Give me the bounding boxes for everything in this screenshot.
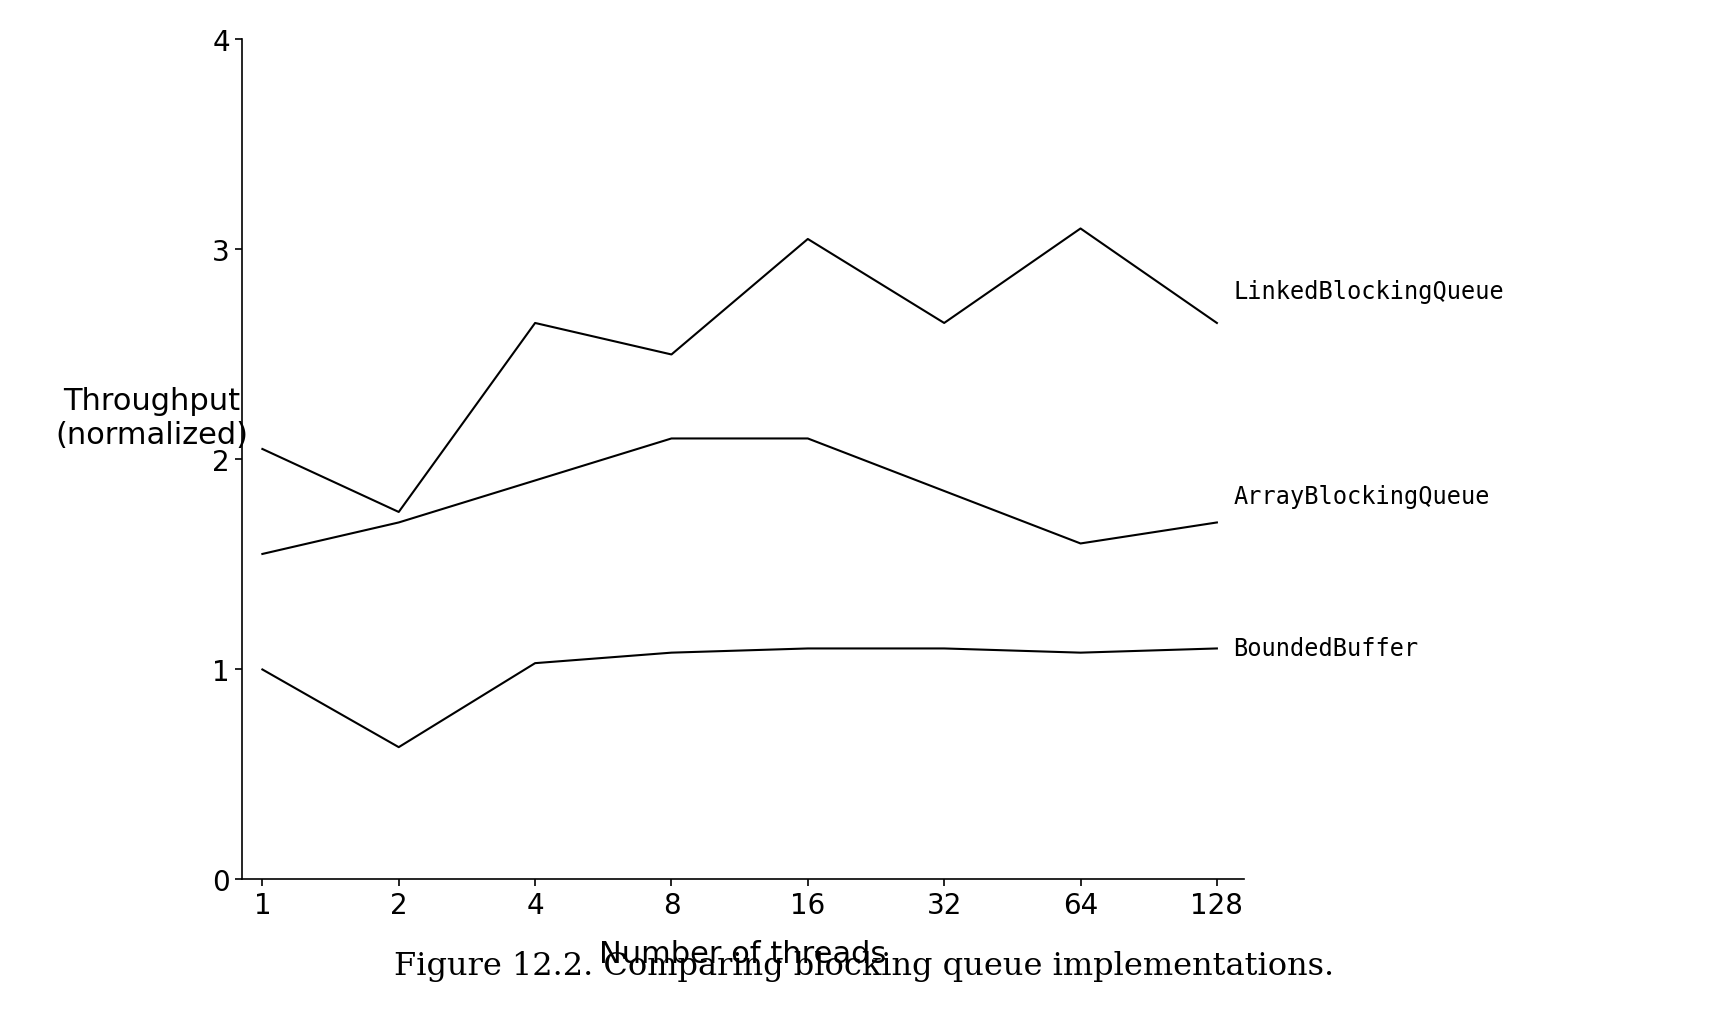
Text: LinkedBlockingQueue: LinkedBlockingQueue [1234, 280, 1503, 304]
X-axis label: Number of threads: Number of threads [600, 939, 886, 968]
Text: BoundedBuffer: BoundedBuffer [1234, 637, 1419, 661]
Text: ArrayBlockingQueue: ArrayBlockingQueue [1234, 484, 1490, 509]
Text: Throughput
(normalized): Throughput (normalized) [55, 387, 249, 449]
Text: Figure 12.2. Comparing blocking queue implementations.: Figure 12.2. Comparing blocking queue im… [394, 949, 1334, 981]
